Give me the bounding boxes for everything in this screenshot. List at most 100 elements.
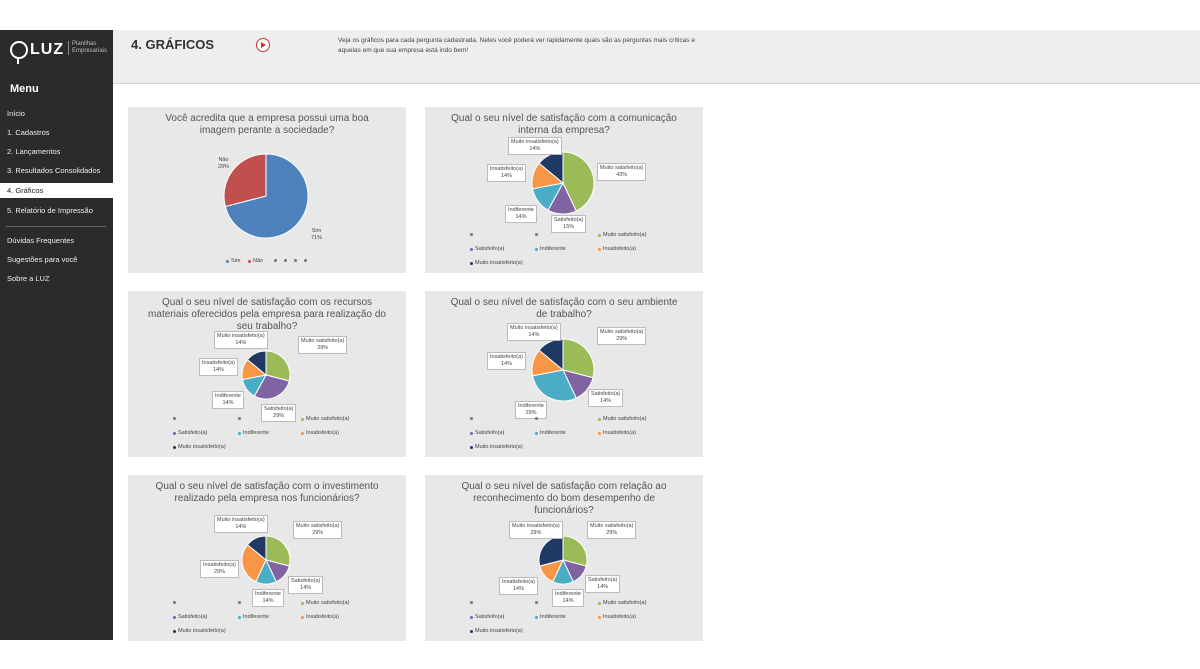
legend-item: Muito insatisfeito(a) — [470, 628, 523, 634]
data-label: Satisfeito(a) 14% — [288, 576, 324, 594]
legend-item: Muito insatisfeito(a) — [470, 444, 523, 450]
menu-item-sugestoes[interactable]: Sugestões para você — [7, 255, 78, 264]
legend-item: Insatisfeito(a) — [301, 430, 339, 436]
pie-chart — [531, 151, 595, 215]
chart-title: Qual o seu nível de satisfação com o seu… — [450, 297, 678, 320]
menu-item-sobre[interactable]: Sobre a LUZ — [7, 274, 50, 283]
legend-marker — [535, 416, 540, 422]
legend-item: Satisfeito(a) — [173, 614, 207, 620]
data-label: Indiferente 14% — [505, 205, 537, 223]
menu-item-graficos[interactable]: 4. Gráficos — [0, 183, 113, 198]
data-label: Muito satisfeito(a) 29% — [298, 336, 348, 354]
data-label: Muito insatisfeito(a) 14% — [508, 137, 562, 155]
page-header: 4. GRÁFICOS Veja os gráficos para cada p… — [113, 30, 1200, 84]
pie-slice — [265, 350, 291, 382]
legend-item: Insatisfeito(a) — [598, 614, 636, 620]
chart-card: Qual o seu nível de satisfação com a com… — [425, 107, 703, 273]
legend-item: Muito satisfeito(a) — [598, 232, 646, 238]
chart-title: Qual o seu nível de satisfação com a com… — [451, 113, 677, 136]
menu-divider — [6, 226, 106, 227]
legend-marker — [274, 258, 279, 264]
pie-slice — [531, 369, 577, 402]
legend-item: Muito insatisfeito(a) — [470, 260, 523, 266]
data-label: Muito insatisfeito(a) 29% — [509, 521, 563, 539]
pie-chart — [223, 153, 309, 239]
data-label: Insatisfeito(a) 14% — [487, 352, 527, 370]
pie-slice — [246, 350, 267, 377]
legend-item — [470, 232, 475, 238]
legend-item: Não — [248, 258, 263, 264]
data-label: Muito insatisfeito(a) 14% — [507, 323, 561, 341]
legend-item: Insatisfeito(a) — [301, 614, 339, 620]
page-description: Veja os gráficos para cada pergunta cada… — [338, 37, 695, 54]
legend-item — [173, 600, 178, 606]
legend-item: Satisfeito(a) — [470, 614, 504, 620]
menu-item-lancamentos[interactable]: 2. Lançamentos — [7, 147, 61, 156]
pie-slice — [223, 153, 267, 208]
legend-item: Satisfeito(a) — [470, 430, 504, 436]
legend-item: Indiferente — [238, 430, 269, 436]
menu-item-inicio[interactable]: Início — [7, 109, 25, 118]
legend-item: Muito satisfeito(a) — [301, 416, 349, 422]
data-label: Satisfeito(a) 15% — [551, 215, 587, 233]
legend-item: Muito satisfeito(a) — [598, 416, 646, 422]
pie-slice — [538, 338, 564, 372]
legend-marker — [238, 600, 243, 606]
pie-chart — [538, 535, 588, 585]
chart-card: Você acredita que a empresa possui uma b… — [128, 107, 406, 273]
pie-slice — [241, 543, 267, 583]
menu-item-resultados[interactable]: 3. Resultados Consolidados — [7, 166, 101, 175]
legend-marker — [535, 600, 540, 606]
legend-item: Indiferente — [238, 614, 269, 620]
pie-slice — [246, 535, 267, 562]
legend-marker — [284, 258, 289, 264]
legend-item — [470, 600, 475, 606]
legend-item: Insatisfeito(a) — [598, 430, 636, 436]
pie-chart — [531, 338, 595, 402]
data-label: Indiferente 14% — [552, 589, 584, 607]
data-label: Muito satisfeito(a) 29% — [293, 521, 343, 539]
pie-slice — [562, 535, 588, 567]
pie-chart — [241, 350, 291, 400]
legend-marker — [535, 232, 540, 238]
legend-item: Muito satisfeito(a) — [598, 600, 646, 606]
pie-slice — [562, 151, 595, 212]
legend-marker — [304, 258, 309, 264]
data-label: Muito satisfeito(a) 43% — [597, 163, 647, 181]
play-circle-icon[interactable] — [256, 38, 270, 52]
chart-title: Você acredita que a empresa possui uma b… — [165, 113, 369, 136]
data-label: Satisfeito(a) 29% — [261, 404, 297, 422]
legend-item: Muito satisfeito(a) — [301, 600, 349, 606]
pie-slice — [562, 338, 595, 379]
legend-marker — [294, 258, 299, 264]
legend-item: Satisfeito(a) — [173, 430, 207, 436]
logo-subtitle: Planilhas Empresariais — [68, 41, 107, 55]
legend-marker — [238, 416, 243, 422]
chart-title: Qual o seu nível de satisfação com os re… — [148, 297, 386, 332]
data-label: Muito satisfeito(a) 29% — [597, 327, 647, 345]
chart-title: Qual o seu nível de satisfação com relaç… — [461, 481, 667, 516]
data-label: Insatisfeito(a) 14% — [487, 164, 527, 182]
legend-item: Indiferente — [535, 430, 566, 436]
data-label: Muito satisfeito(a) 29% — [587, 521, 637, 539]
data-label: Não 29% — [218, 157, 230, 170]
data-label: Insatisfeito(a) 29% — [200, 560, 240, 578]
legend-item: Satisfeito(a) — [470, 246, 504, 252]
menu-title: Menu — [10, 83, 39, 95]
chart-card: Qual o seu nível de satisfação com o seu… — [425, 291, 703, 457]
data-label: Indiferente 29% — [515, 401, 547, 419]
legend-item: Sim — [226, 258, 240, 264]
data-label: Indiferente 14% — [212, 391, 244, 409]
luz-logo[interactable]: LUZ Planilhas Empresariais — [8, 38, 108, 68]
pie-slice — [224, 153, 309, 239]
data-label: Satisfeito(a) 14% — [588, 389, 624, 407]
chart-card: Qual o seu nível de satisfação com o inv… — [128, 475, 406, 641]
data-label: Satisfeito(a) 14% — [585, 575, 621, 593]
legend-item — [173, 416, 178, 422]
chart-title: Qual o seu nível de satisfação com o inv… — [155, 481, 379, 504]
menu-item-cadastros[interactable]: 1. Cadastros — [7, 128, 50, 137]
legend-item: Muito insatisfeito(a) — [173, 444, 226, 450]
data-label: Insatisfeito(a) 14% — [499, 577, 539, 595]
menu-item-relatorio[interactable]: 5. Relatório de Impressão — [7, 206, 93, 215]
menu-item-duvidas[interactable]: Dúvidas Frequentes — [7, 236, 75, 245]
